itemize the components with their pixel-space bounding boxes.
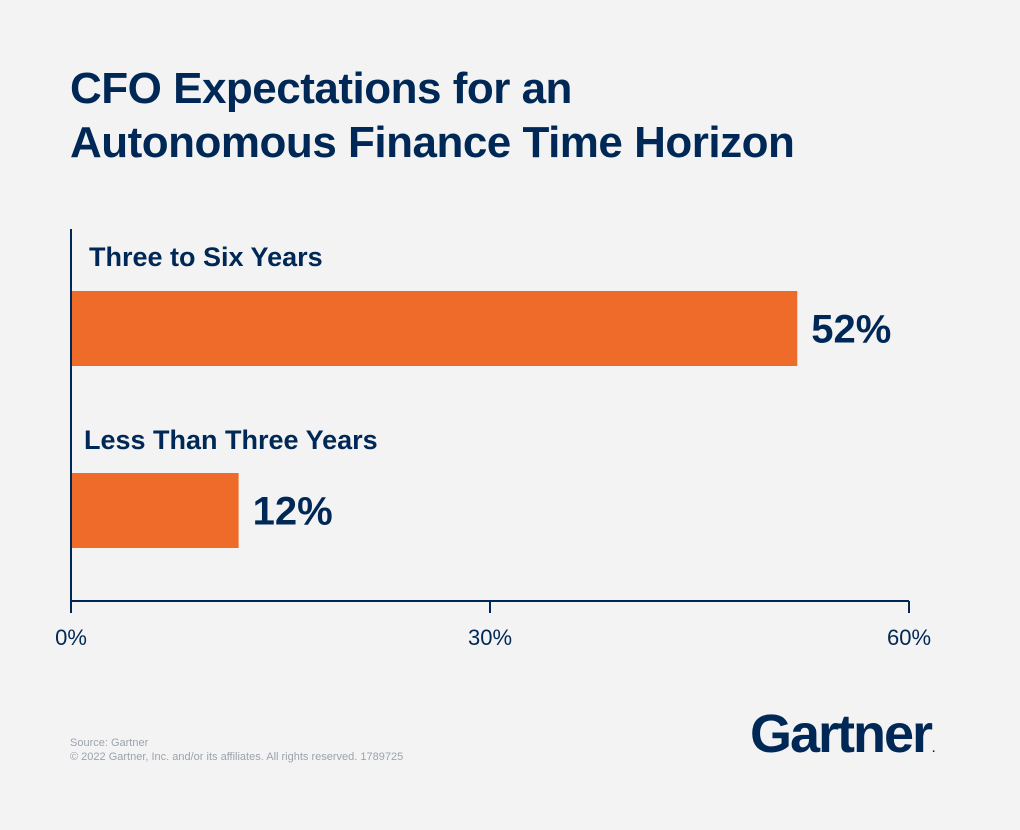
- gartner-logo: Gartner.: [750, 704, 935, 779]
- value-label: 52%: [811, 308, 891, 352]
- source-note: Source: Gartner: [70, 737, 149, 749]
- bar-chart: Three to Six Years 52% Less Than Three Yea…: [55, 229, 931, 650]
- chart-title: CFO Expectations for an Autonomous Finan…: [70, 62, 970, 170]
- bar: [71, 473, 239, 548]
- logo-text: Gartner: [750, 704, 933, 764]
- x-tick-label: 60%: [887, 625, 931, 650]
- copyright-note: © 2022 Gartner, Inc. and/or its affiliat…: [70, 751, 404, 763]
- title-line-1: CFO Expectations for an: [70, 64, 572, 113]
- category-label: Three to Six Years: [89, 242, 323, 272]
- x-tick-label: 30%: [468, 625, 512, 650]
- bar: [71, 291, 798, 366]
- title-line-2: Autonomous Finance Time Horizon: [70, 118, 795, 167]
- footer: Source: Gartner © 2022 Gartner, Inc. and…: [70, 736, 403, 764]
- category-label: Less Than Three Years: [84, 425, 378, 455]
- value-label: 12%: [253, 490, 333, 534]
- logo-mark: .: [932, 743, 936, 755]
- x-tick-label: 0%: [55, 625, 87, 650]
